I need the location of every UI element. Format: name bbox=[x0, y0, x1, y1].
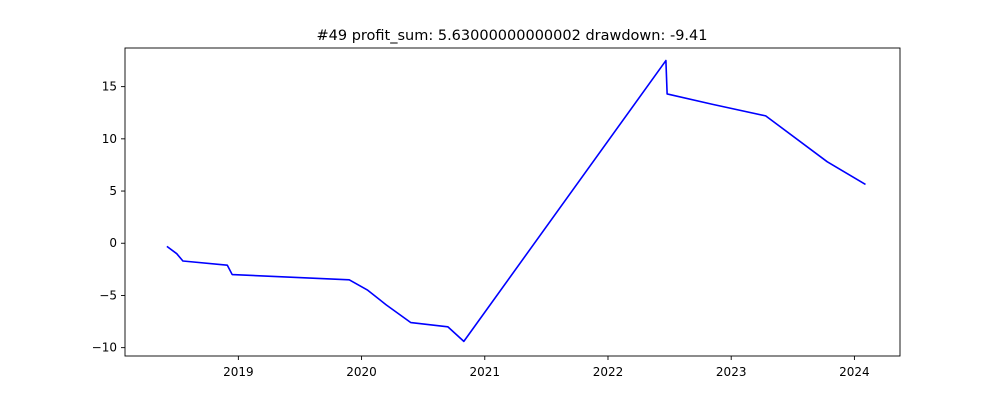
x-tick-label: 2022 bbox=[593, 365, 624, 379]
x-tick-label: 2024 bbox=[839, 365, 870, 379]
x-tick-label: 2021 bbox=[470, 365, 501, 379]
x-tick-label: 2023 bbox=[716, 365, 747, 379]
axes-frame bbox=[124, 47, 901, 357]
y-tick-label: 10 bbox=[102, 132, 117, 146]
axes-layer: 2019 2020 2021 2022 2023 2024 15 10 5 0 −5 −10 bbox=[92, 47, 901, 379]
x-tick-label: 2020 bbox=[346, 365, 377, 379]
series-layer bbox=[166, 59, 866, 343]
y-tick-label: −10 bbox=[92, 341, 117, 355]
y-tick-label: 15 bbox=[102, 80, 117, 94]
y-tick-label: −5 bbox=[99, 288, 117, 302]
chart-title: #49 profit_sum: 5.63000000000002 drawdow… bbox=[316, 28, 707, 44]
x-tick-label: 2019 bbox=[223, 365, 254, 379]
series-line-0 bbox=[166, 59, 866, 343]
y-tick-label: 0 bbox=[109, 236, 117, 250]
y-tick-label: 5 bbox=[109, 184, 117, 198]
